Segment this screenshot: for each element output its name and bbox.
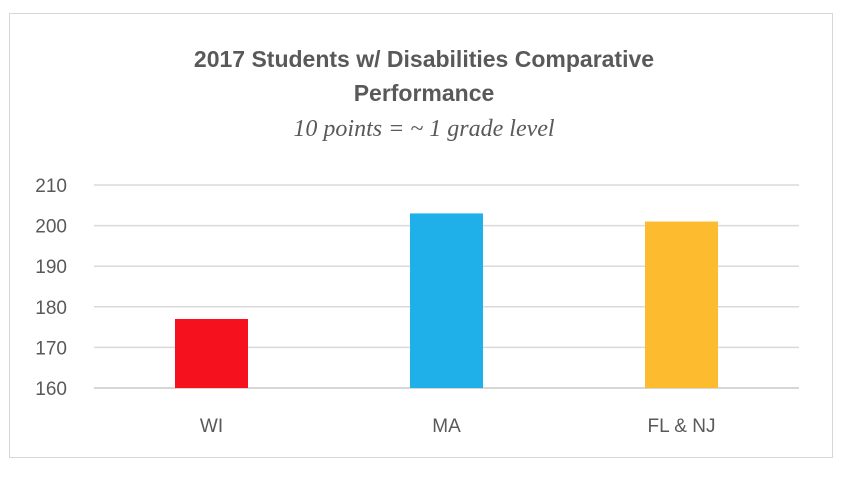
x-tick-label: WI <box>200 416 223 437</box>
bar-wi <box>175 318 248 388</box>
bar-ma <box>410 213 483 388</box>
chart-title-line1: 2017 Students w/ Disabilities Comparativ… <box>193 46 655 72</box>
y-tick-label: 170 <box>35 338 67 359</box>
x-axis-ticks: WI MA FL & NJ <box>200 416 716 437</box>
y-tick-label: 200 <box>35 217 67 238</box>
bar-fl-nj <box>645 221 718 388</box>
bars <box>175 213 718 388</box>
x-tick-label: MA <box>432 416 461 437</box>
y-tick-label: 160 <box>35 379 67 400</box>
chart-title-line2: Performance <box>353 80 495 106</box>
x-tick-label: FL & NJ <box>648 416 716 437</box>
y-tick-label: 190 <box>35 257 67 278</box>
chart-subtitle: 10 points = ~ 1 grade level <box>293 116 555 142</box>
y-tick-label: 180 <box>35 298 67 319</box>
chart-title: 2017 Students w/ Disabilities Comparativ… <box>0 42 848 110</box>
y-tick-label: 210 <box>35 176 67 197</box>
y-axis-ticks: 160 170 180 190 200 210 <box>35 176 67 400</box>
